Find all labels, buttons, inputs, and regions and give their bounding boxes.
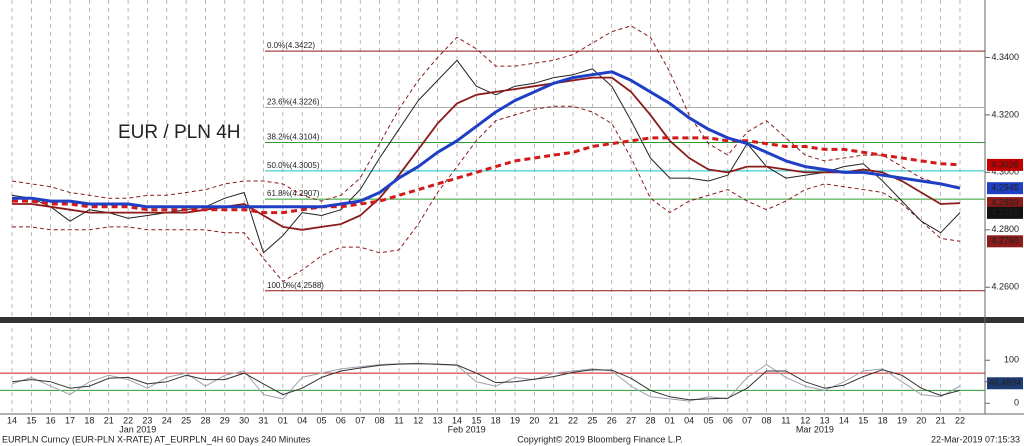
month-label: Feb 2019 [448,424,486,434]
x-tick-label: 16 [46,415,56,425]
x-tick-label: 08 [375,415,385,425]
x-tick-label: 08 [762,415,772,425]
y-tick-label: 4.2600 [991,282,1019,292]
x-tick-label: 29 [220,415,230,425]
x-tick-label: 12 [413,415,423,425]
x-tick-label: 30 [239,415,249,425]
series-line [11,363,961,401]
last-value-label: 46.4894 [989,378,1022,388]
x-tick-label: 23 [142,415,152,425]
x-tick-label: 28 [645,415,655,425]
x-tick-label: 22 [568,415,578,425]
series-line [12,105,961,282]
footer-right: 22-Mar-2019 07:15:33 [931,434,1020,444]
x-tick-label: 21 [936,415,946,425]
y-tick-label: 100 [1004,355,1019,365]
x-tick-label: 01 [278,415,288,425]
x-tick-label: 06 [723,415,733,425]
fib-label: 100.0%(4.2588) [267,281,324,290]
x-tick-label: 28 [200,415,210,425]
last-value-box [987,158,1023,171]
last-value-box [987,182,1023,195]
x-tick-label: 15 [858,415,868,425]
last-value-label: 4.2760 [991,236,1019,246]
x-tick-label: 14 [839,415,849,425]
x-tick-label: 07 [742,415,752,425]
series-line [12,70,961,209]
x-tick-label: 07 [355,415,365,425]
x-tick-label: 13 [433,415,443,425]
x-tick-label: 27 [626,415,636,425]
fib-label: 0.0%(4.3422) [267,41,315,50]
last-value-box [987,206,1023,219]
x-tick-label: 19 [897,415,907,425]
series-line [11,362,961,402]
x-tick-label: 05 [317,415,327,425]
x-tick-label: 01 [665,415,675,425]
x-tick-label: 06 [336,415,346,425]
x-tick-label: 15 [471,415,481,425]
footer-left: EURPLN Curncy (EUR-PLN X-RATE) AT_EURPLN… [2,434,311,444]
x-tick-label: 25 [587,415,597,425]
x-tick-label: 21 [104,415,114,425]
last-value-box [987,197,1023,210]
fib-label: 61.8%(4.2907) [267,189,320,198]
month-label: Mar 2019 [796,424,834,434]
x-tick-label: 31 [259,415,269,425]
x-tick-label: 18 [491,415,501,425]
x-tick-label: 18 [84,415,94,425]
x-tick-label: 22 [123,415,133,425]
last-value-label: 4.2893 [991,197,1019,207]
x-tick-label: 22 [955,415,965,425]
x-tick-label: 04 [684,415,694,425]
x-tick-label: 11 [394,415,403,425]
x-tick-label: 05 [703,415,713,425]
x-tick-label: 19 [510,415,520,425]
x-tick-label: 20 [916,415,926,425]
y-tick-label: 4.3400 [991,52,1019,62]
last-value-label: 4.2945 [991,183,1019,193]
fib-label: 23.6%(4.3226) [267,98,320,107]
y-tick-label: 4.2800 [991,224,1019,234]
panel-separator [0,317,1024,323]
fib-label: 38.2%(4.3104) [267,133,320,142]
x-tick-label: 24 [162,415,172,425]
series-line [11,25,961,202]
last-value-label: 4.2859 [991,207,1019,217]
chart-title: EUR / PLN 4H [118,122,240,143]
month-label: Jan 2019 [119,424,156,434]
x-tick-label: 18 [878,415,888,425]
last-value-box [987,235,1023,248]
y-tick-label: 4.3000 [991,167,1019,177]
x-tick-label: 12 [800,415,810,425]
x-tick-label: 26 [607,415,617,425]
footer-center: Copyright© 2019 Bloomberg Finance L.P. [517,434,683,444]
y-tick-label: 0 [1014,398,1019,408]
x-tick-label: 14 [452,415,462,425]
x-tick-label: 20 [529,415,539,425]
series-line [12,76,961,231]
x-tick-label: 14 [7,415,17,425]
x-tick-label: 17 [65,415,75,425]
last-value-box [987,377,1023,390]
x-tick-label: 04 [297,415,307,425]
fib-label: 50.0%(4.3005) [267,161,320,170]
last-value-label: 4.3026 [991,159,1019,169]
x-tick-label: 13 [820,415,830,425]
y-tick-label: 4.3200 [991,109,1019,119]
series-line [12,136,961,215]
x-tick-label: 25 [181,415,191,425]
x-tick-label: 15 [26,415,36,425]
x-tick-label: 11 [781,415,790,425]
x-tick-label: 21 [549,415,559,425]
